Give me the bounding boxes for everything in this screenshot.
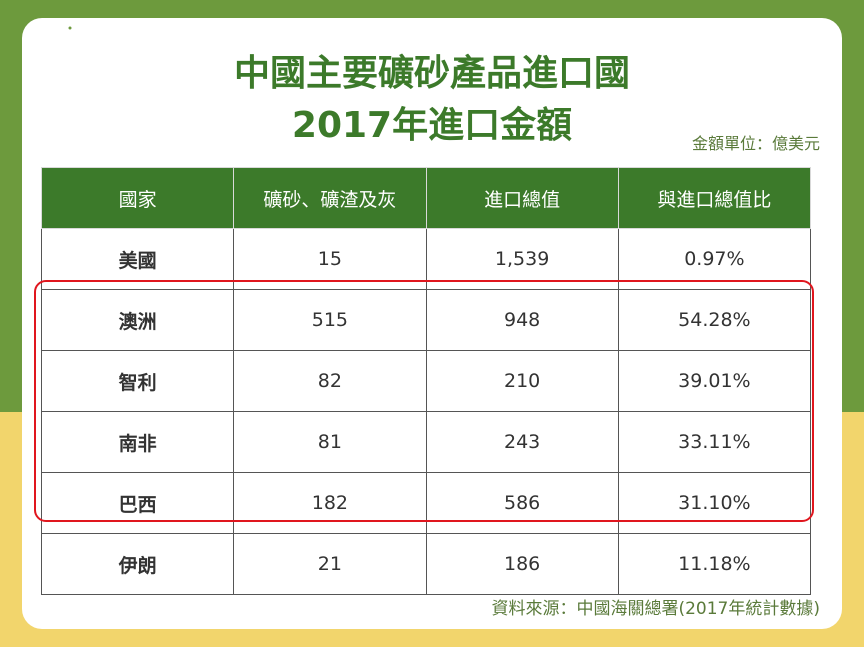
- cell-total: 186: [425, 533, 619, 595]
- header-ratio: 與進口總值比: [617, 167, 812, 229]
- table-row: 智利 82 210 39.01%: [40, 350, 812, 412]
- cell-ratio: 39.01%: [617, 350, 812, 412]
- header-ore: 礦砂、礦渣及灰: [233, 167, 427, 229]
- header-total: 進口總值: [425, 167, 619, 229]
- table-row: 澳洲 515 948 54.28%: [40, 289, 812, 351]
- dove-icon: [44, 18, 80, 54]
- cell-ore: 515: [233, 289, 427, 351]
- table-row: 南非 81 243 33.11%: [40, 411, 812, 473]
- cell-ratio: 54.28%: [617, 289, 812, 351]
- cell-total: 948: [425, 289, 619, 351]
- cell-ore: 21: [233, 533, 427, 595]
- source-note: 資料來源：中國海關總署(2017年統計數據): [491, 599, 820, 619]
- unit-note: 金額單位：億美元: [691, 134, 820, 153]
- cell-ore: 15: [233, 228, 427, 290]
- cell-country: 巴西: [40, 472, 235, 534]
- cell-country: 伊朗: [40, 533, 235, 595]
- cell-ratio: 33.11%: [617, 411, 812, 473]
- logo: 理財鴿 FintechGO: [42, 14, 162, 58]
- cell-country: 智利: [40, 350, 235, 412]
- page-title-line2: 2017年進口金額: [291, 105, 573, 146]
- cell-total: 210: [425, 350, 619, 412]
- table-row: 美國 15 1,539 0.97%: [40, 228, 812, 290]
- table-header-row: 國家 礦砂、礦渣及灰 進口總值 與進口總值比: [40, 167, 812, 229]
- cell-ratio: 31.10%: [617, 472, 812, 534]
- import-table: 國家 礦砂、礦渣及灰 進口總值 與進口總值比 美國 15 1,539 0.97%…: [40, 167, 812, 595]
- cell-total: 586: [425, 472, 619, 534]
- cell-ore: 81: [233, 411, 427, 473]
- cell-ore: 82: [233, 350, 427, 412]
- logo-name: 理財鴿: [82, 20, 127, 36]
- cell-country: 澳洲: [40, 289, 235, 351]
- table-row: 巴西 182 586 31.10%: [40, 472, 812, 534]
- cell-country: 南非: [40, 411, 235, 473]
- logo-sub: FintechGO: [82, 36, 129, 45]
- cell-ore: 182: [233, 472, 427, 534]
- cell-total: 1,539: [425, 228, 619, 290]
- cell-ratio: 11.18%: [617, 533, 812, 595]
- table-row: 伊朗 21 186 11.18%: [40, 533, 812, 595]
- header-country: 國家: [40, 167, 235, 229]
- cell-total: 243: [425, 411, 619, 473]
- cell-country: 美國: [40, 228, 235, 290]
- cell-ratio: 0.97%: [617, 228, 812, 290]
- page-title-line1: 中國主要礦砂產品進口國: [233, 53, 630, 94]
